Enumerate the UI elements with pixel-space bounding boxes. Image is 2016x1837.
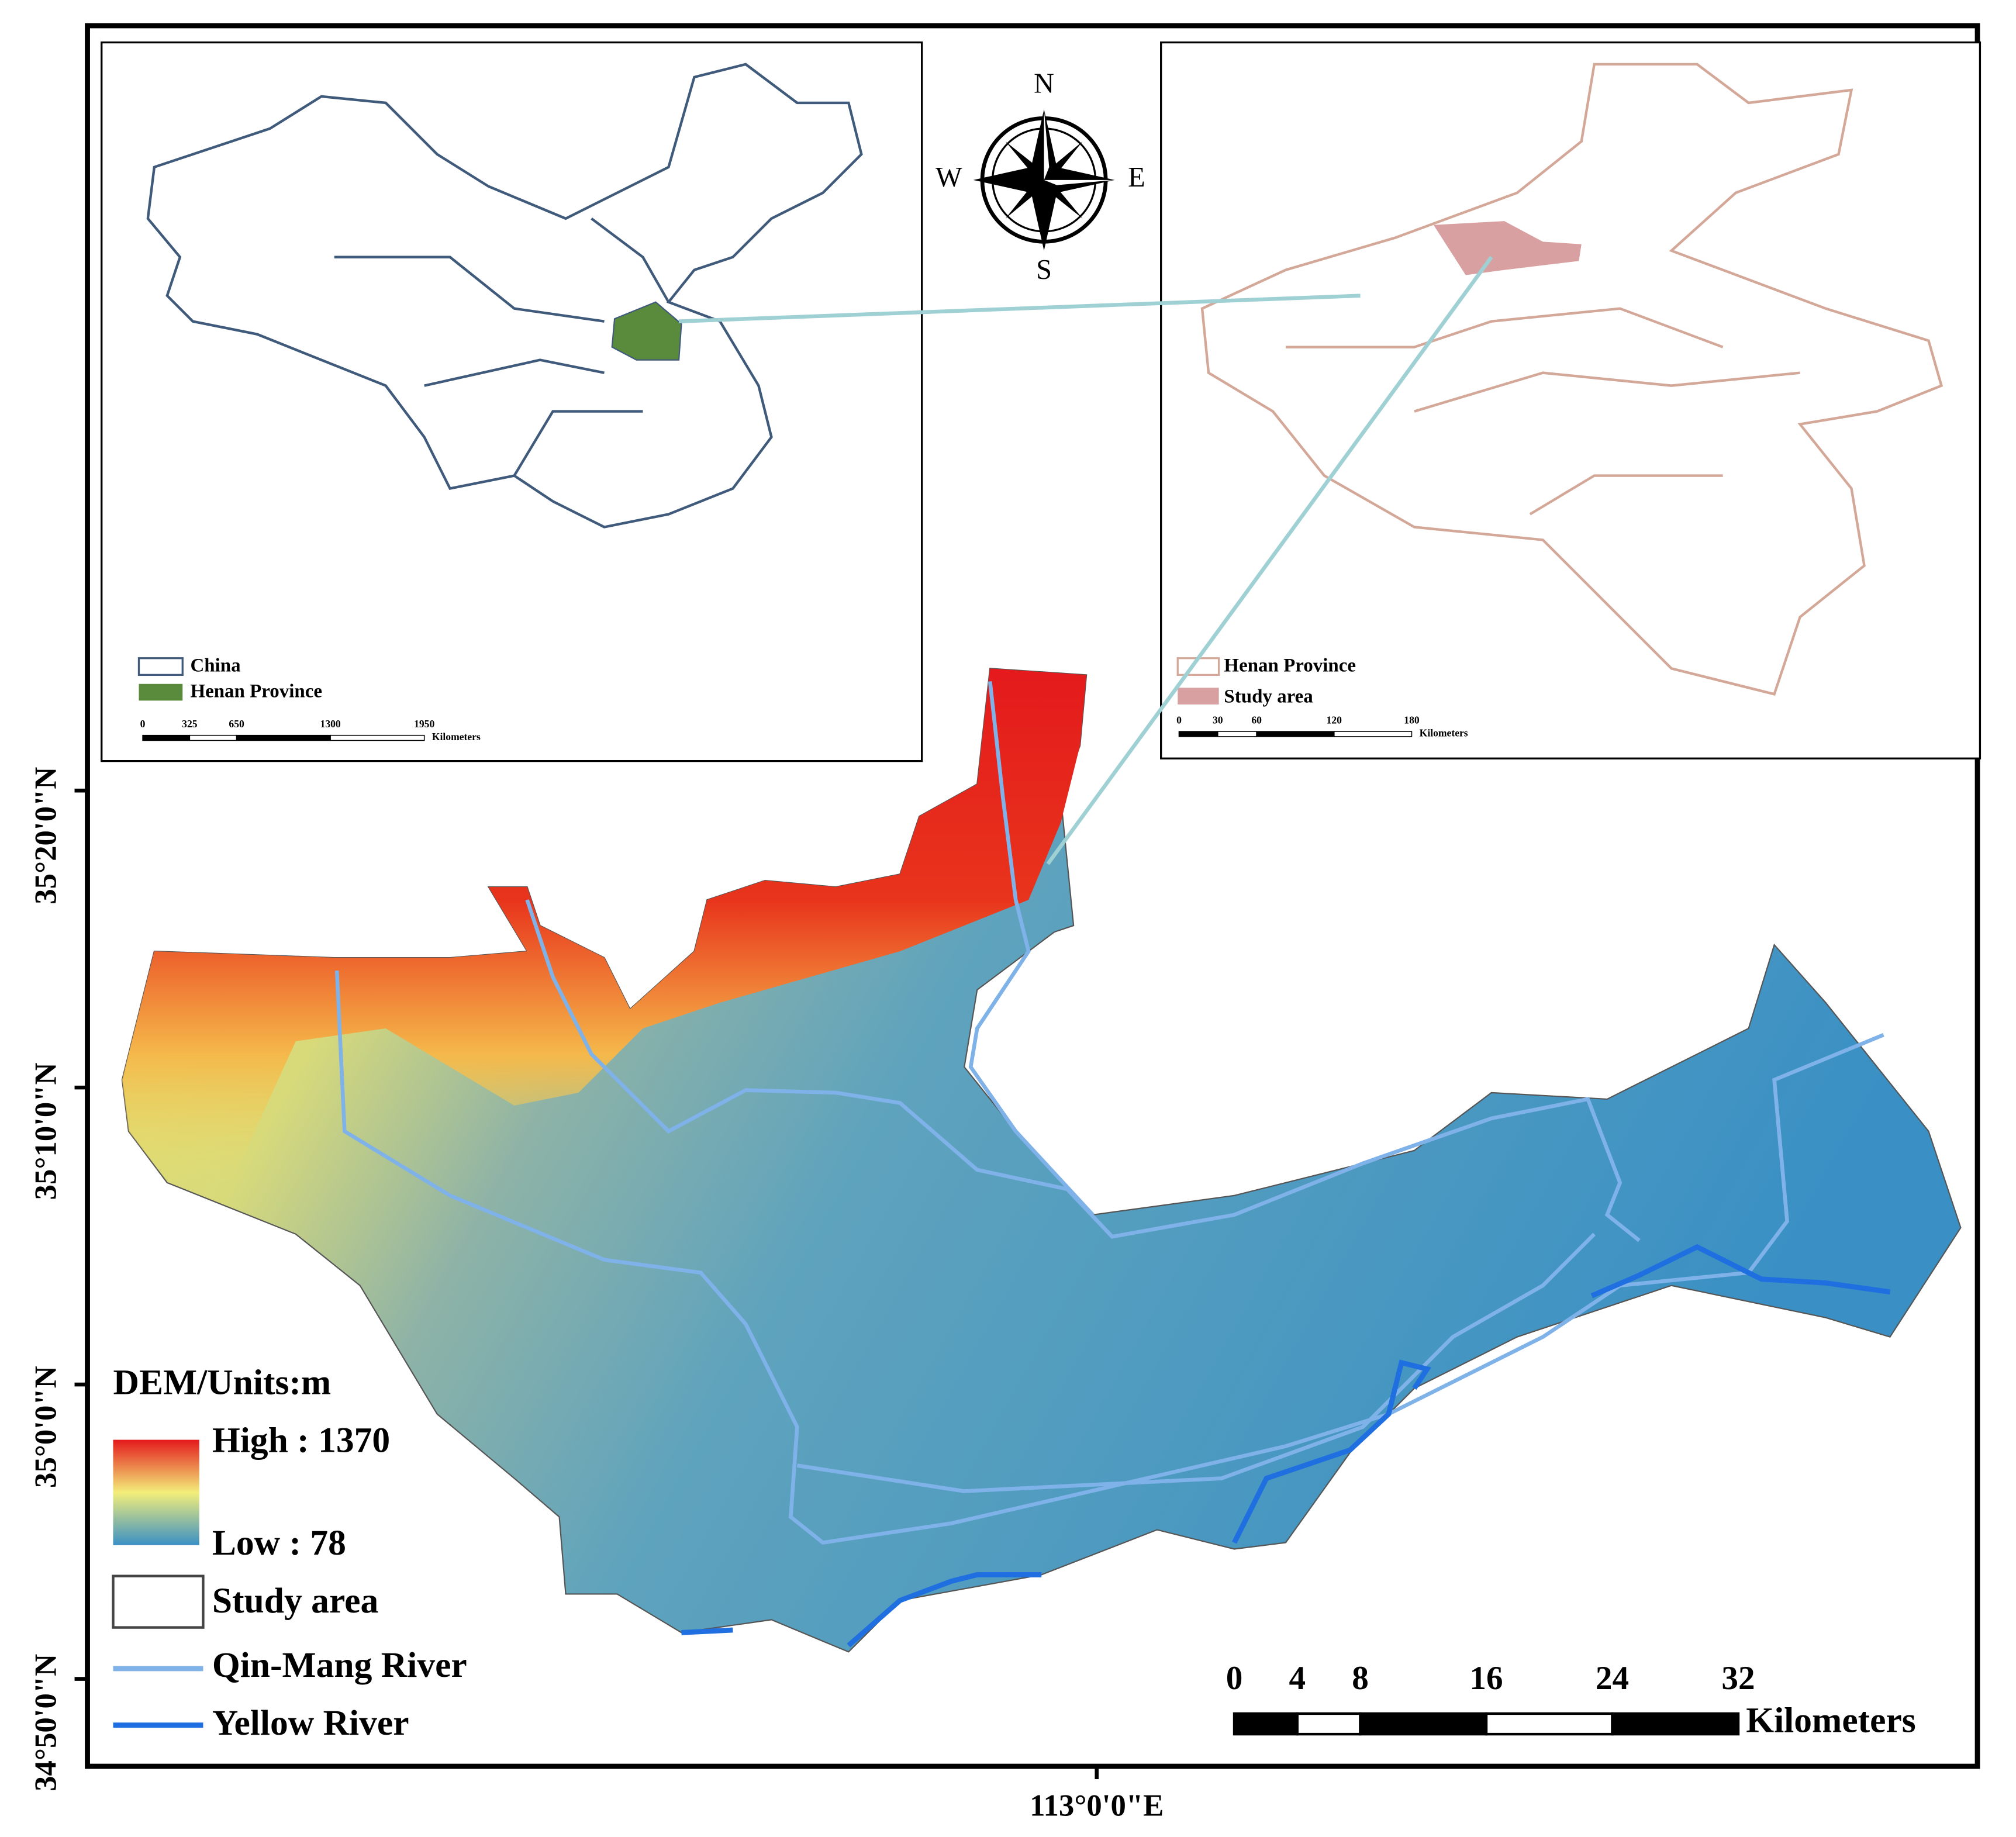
scale-label: 0: [1176, 714, 1182, 726]
compass-star: [1044, 179, 1115, 185]
scale-segment: [1178, 731, 1218, 737]
lat-label: 34°50'0"N: [29, 1654, 63, 1791]
legend-label: Yellow River: [212, 1703, 409, 1743]
scale-segment: [1334, 731, 1413, 737]
legend-swatch: [137, 657, 184, 676]
scale-label: 650: [229, 718, 244, 730]
yellow-river: [1232, 1359, 1431, 1544]
china-outline: [146, 63, 863, 529]
scale-segment: [236, 734, 331, 741]
legend-swatch: [139, 683, 183, 701]
scale-segment: [1485, 1712, 1614, 1736]
legend-swatch: [112, 1574, 205, 1629]
dem-ramp: [113, 1439, 199, 1545]
legend-label: Study area: [1224, 686, 1313, 707]
high-elevation: [122, 668, 1087, 1183]
lat-ticks: [74, 788, 1099, 1780]
lat-label: 35°20'0"N: [29, 767, 63, 904]
legend-swatch: [1178, 688, 1219, 705]
legend-label: Qin-Mang River: [212, 1645, 467, 1685]
scale-segment: [189, 734, 237, 741]
study-area-highlight: [1433, 221, 1582, 275]
lat-label: 35°10'0"N: [29, 1062, 63, 1200]
legend-high: High : 1370: [212, 1420, 390, 1460]
qin-mang-river: [796, 1232, 1596, 1493]
scale-unit: Kilometers: [1420, 727, 1468, 739]
qin-mang-river: [968, 681, 1095, 1217]
scale-segment: [1217, 731, 1257, 737]
legend-label: Study area: [212, 1581, 378, 1621]
scale-label: 32: [1721, 1660, 1755, 1697]
henan-highlight: [611, 301, 682, 361]
compass-s: S: [1036, 254, 1052, 285]
legend-label: Henan Province: [1224, 655, 1356, 676]
scale-label: 16: [1469, 1660, 1503, 1697]
scale-segment: [1611, 1712, 1740, 1736]
scale-label: 24: [1596, 1660, 1629, 1697]
scale-segment: [330, 734, 425, 741]
scale-unit: Kilometers: [432, 731, 481, 743]
scale-label: 1300: [320, 718, 341, 730]
legend-low: Low : 78: [212, 1523, 346, 1563]
scale-label: 120: [1327, 714, 1342, 726]
scale-unit: Kilometers: [1746, 1701, 1916, 1741]
inset-henan: [1160, 41, 1982, 759]
yellow-river: [681, 1627, 733, 1635]
scale-label: 30: [1213, 714, 1223, 726]
yellow-river: [1590, 1244, 1891, 1299]
map-frame: [85, 23, 1980, 1769]
legend-label: Henan Province: [190, 681, 322, 702]
compass: [973, 109, 1115, 251]
scale-segment: [1256, 731, 1335, 737]
compass-e: E: [1128, 162, 1145, 193]
compass-star: [1005, 141, 1083, 219]
scale-label: 1950: [414, 718, 434, 730]
lat-label: 35°0'0"N: [29, 1366, 63, 1488]
scale-segment: [142, 734, 191, 741]
scale-label: 325: [182, 718, 198, 730]
henan-outline: [1200, 63, 1943, 696]
inset-china: [101, 41, 923, 762]
compass-w: W: [935, 162, 962, 193]
scale-label: 0: [1226, 1660, 1243, 1697]
scale-segment: [1296, 1712, 1362, 1736]
yellow-river: [847, 1572, 1042, 1648]
qin-mang-river: [334, 970, 1884, 1545]
scale-label: 8: [1352, 1660, 1369, 1697]
scale-label: 4: [1289, 1660, 1306, 1697]
scale-label: 0: [140, 718, 146, 730]
connector: [678, 293, 1361, 323]
scale-segment: [1233, 1712, 1299, 1736]
legend-label: China: [190, 655, 240, 676]
compass-star: [1044, 109, 1050, 180]
connector: [1046, 255, 1493, 865]
legend-title: DEM/Units:m: [113, 1362, 332, 1402]
compass-n: N: [1034, 68, 1054, 99]
lon-label: 113°0'0"E: [1030, 1789, 1164, 1823]
scale-label: 180: [1404, 714, 1420, 726]
scale-segment: [1359, 1712, 1488, 1736]
scale-label: 60: [1251, 714, 1262, 726]
